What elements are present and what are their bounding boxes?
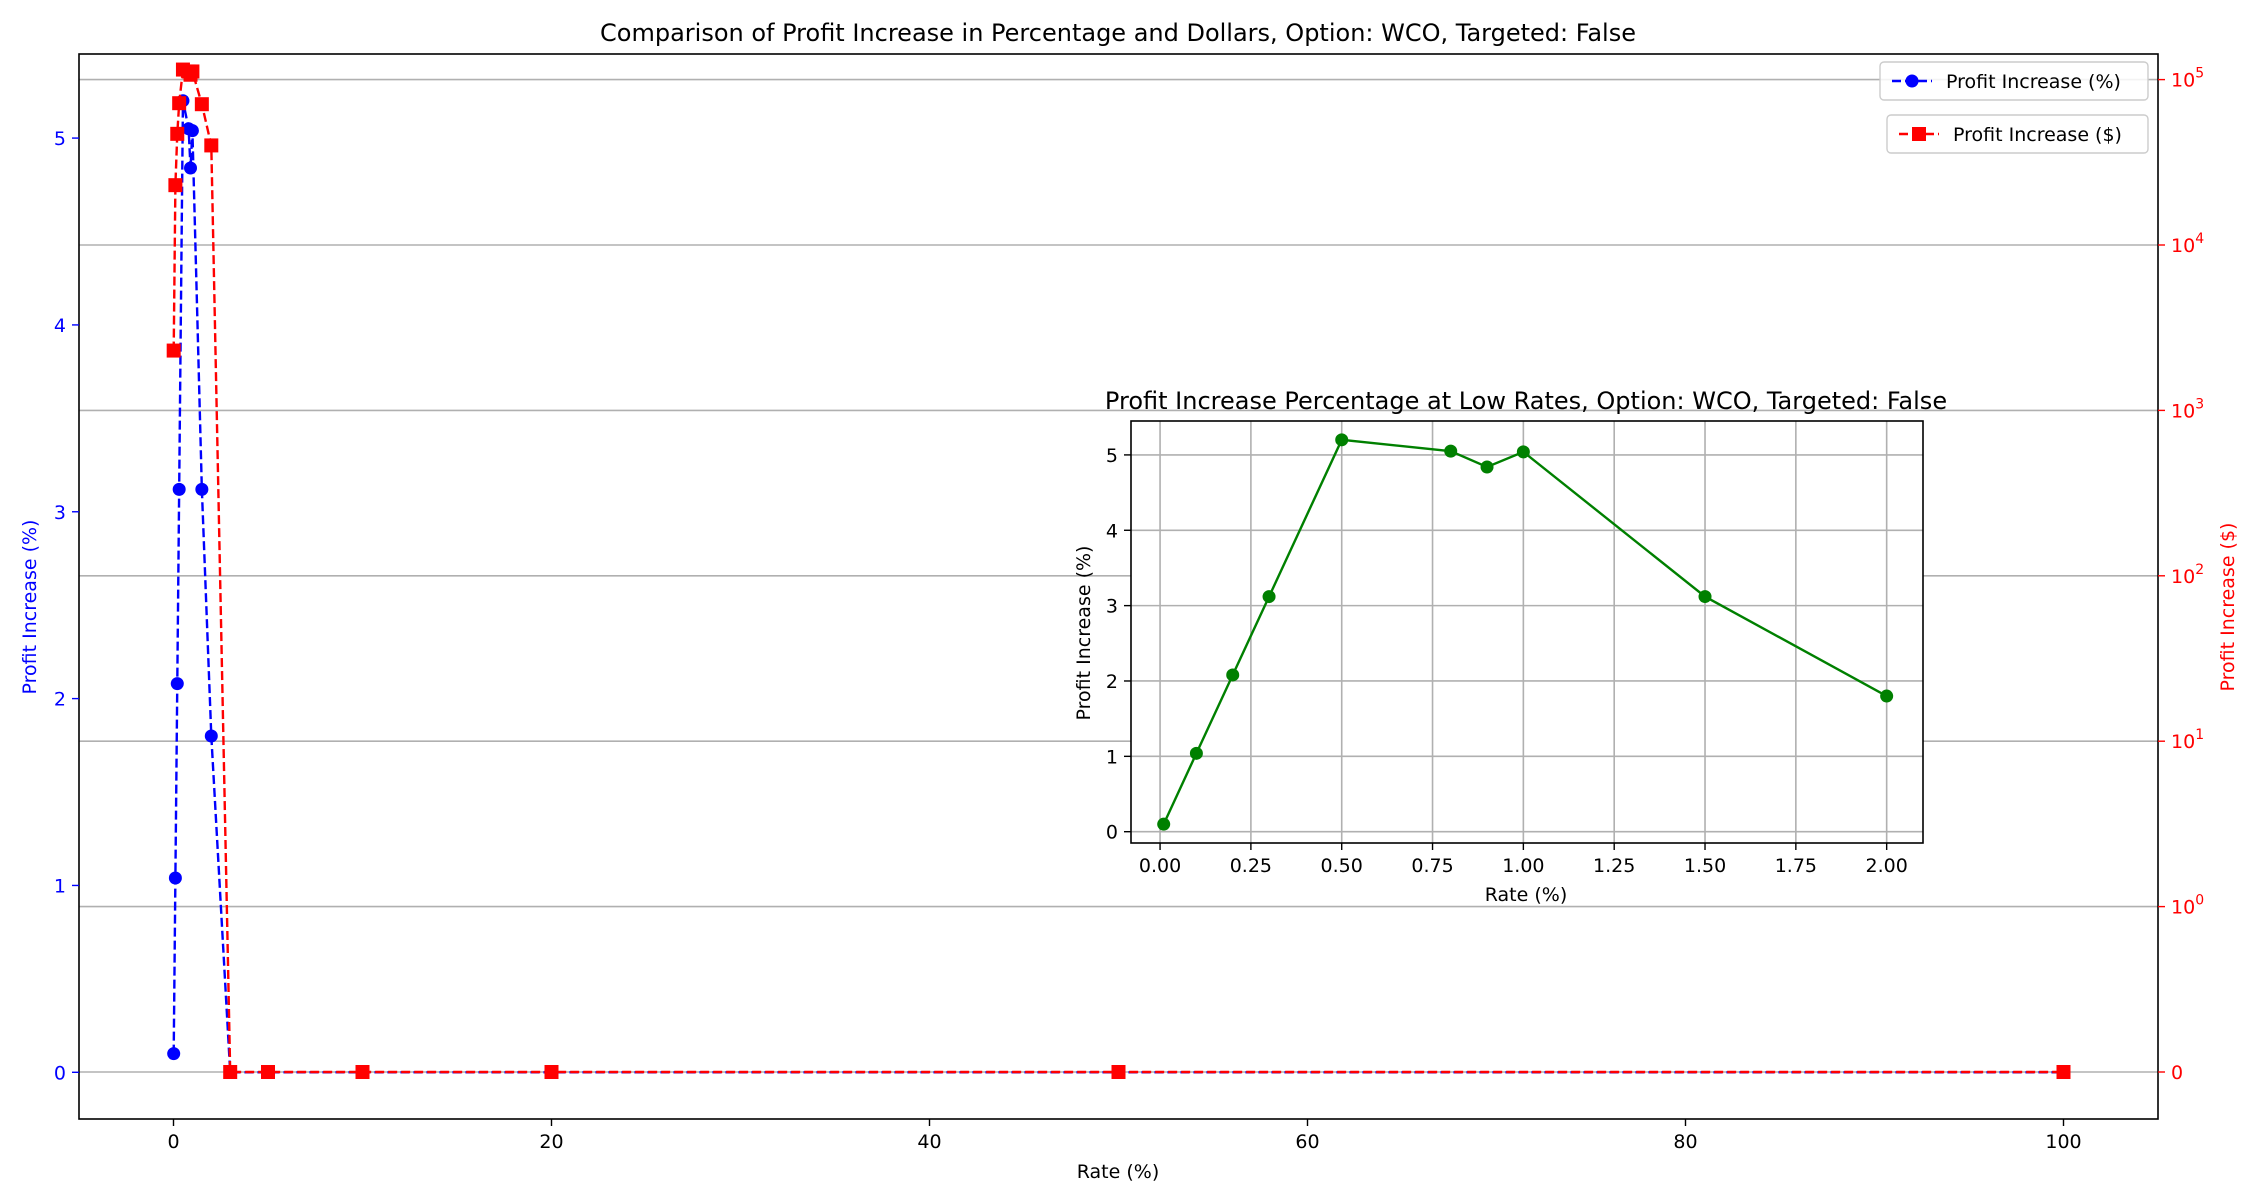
inset-data-point — [1335, 433, 1349, 447]
inset-y-tick-label: 1 — [1106, 746, 1118, 768]
inset-x-tick-label: 1.25 — [1593, 855, 1635, 877]
x-tick-label: 60 — [1295, 1131, 1319, 1153]
legend-dollars: Profit Increase ($) — [1886, 114, 2149, 154]
inset-x-tick-label: 0.25 — [1230, 855, 1272, 877]
data-point-percent — [167, 1047, 181, 1061]
y-right-tick-label: 105 — [2171, 66, 2204, 92]
data-point-dollars — [204, 138, 219, 153]
data-point-dollars — [544, 1065, 559, 1079]
inset-data-point — [1480, 460, 1494, 474]
data-point-dollars — [355, 1065, 370, 1079]
x-tick-label: 20 — [539, 1131, 563, 1153]
y-left-tick-label: 2 — [54, 689, 66, 711]
inset-x-tick-label: 1.00 — [1502, 855, 1544, 877]
legend-label: Profit Increase ($) — [1953, 124, 2122, 146]
inset-x-tick-label: 2.00 — [1866, 855, 1908, 877]
inset-data-point — [1516, 445, 1530, 459]
data-point-percent — [195, 482, 209, 496]
main-legend: Profit Increase (%) Profit Increase ($) — [1879, 61, 2149, 154]
inset-data-point — [1226, 668, 1240, 682]
inset-frame — [1130, 420, 1924, 844]
inset-series-line — [1162, 438, 1888, 825]
data-point-dollars — [261, 1065, 275, 1079]
data-point-dollars — [172, 96, 187, 111]
data-point-percent — [184, 161, 198, 175]
y-right-tick-label: 0 — [2171, 1062, 2183, 1084]
series-line-dollars — [172, 67, 2064, 1074]
inset-x-tick-label: 1.50 — [1684, 855, 1726, 877]
y-right-tick-label: 101 — [2171, 727, 2204, 753]
inset-y-axis-label: Profit Increase (%) — [1073, 546, 1095, 721]
inset-background — [1131, 421, 1923, 843]
inset-plot-area: 0.00 0.25 0.50 0.75 1.00 1.25 1.50 1.75 2.00 0 1 2 3… — [1106, 420, 1924, 877]
legend-frame — [1886, 114, 2149, 154]
x-tick-label: 0 — [167, 1131, 179, 1153]
data-point-dollars — [223, 1065, 238, 1079]
inset-data-point — [1189, 746, 1203, 760]
y-left-tick-label: 0 — [54, 1062, 66, 1084]
y-left-tick-label: 5 — [54, 128, 66, 150]
legend-frame — [1879, 61, 2149, 101]
y-left-tick-label: 3 — [54, 502, 66, 524]
inset-data-point — [1698, 590, 1712, 604]
main-plot-frame — [78, 53, 2159, 1120]
inset-y-tick-label: 0 — [1106, 822, 1118, 844]
inset-data-point — [1444, 444, 1458, 458]
inset-y-tick-label: 2 — [1106, 671, 1118, 693]
main-x-axis-label: Rate (%) — [1077, 1161, 1160, 1183]
main-y-axis-label-left: Profit Increase (%) — [19, 520, 41, 695]
data-point-dollars — [168, 178, 183, 193]
data-point-dollars — [2056, 1065, 2071, 1079]
data-point-dollars — [185, 64, 200, 79]
data-point-dollars — [166, 343, 181, 358]
x-tick-label: 80 — [1673, 1131, 1697, 1153]
main-y-axis-label-right: Profit Increase ($) — [2217, 523, 2239, 692]
y-left-tick-label: 1 — [54, 875, 66, 897]
inset-chart: Profit Increase Percentage at Low Rates,… — [1073, 387, 1947, 906]
inset-x-tick-label: 0.00 — [1139, 855, 1181, 877]
x-tick-label: 100 — [2045, 1131, 2081, 1153]
inset-x-tick-label: 0.75 — [1411, 855, 1453, 877]
inset-data-point — [1880, 689, 1894, 703]
y-left-tick-label: 4 — [54, 315, 66, 337]
y-right-tick-label: 100 — [2171, 893, 2204, 919]
main-plot-series — [166, 62, 2071, 1079]
data-point-dollars — [1111, 1065, 1126, 1079]
x-tick-label: 40 — [917, 1131, 941, 1153]
inset-x-axis-label: Rate (%) — [1485, 884, 1568, 906]
inset-chart-title: Profit Increase Percentage at Low Rates,… — [1105, 387, 1947, 415]
inset-y-tick-label: 3 — [1106, 596, 1118, 618]
main-grid — [79, 78, 2158, 1073]
data-point-dollars — [170, 126, 185, 141]
inset-x-tick-label: 1.75 — [1775, 855, 1817, 877]
legend-marker-circle — [1905, 74, 1919, 88]
legend-marker-square — [1912, 127, 1926, 141]
data-point-percent — [170, 677, 184, 691]
data-point-percent — [172, 482, 186, 496]
y-right-tick-label: 102 — [2171, 562, 2204, 588]
inset-data-point — [1157, 817, 1171, 831]
main-chart-title: Comparison of Profit Increase in Percent… — [600, 19, 1636, 47]
y-right-tick-label: 103 — [2171, 396, 2204, 422]
data-point-percent — [168, 871, 182, 885]
data-point-dollars — [194, 97, 209, 112]
inset-y-tick-label: 5 — [1106, 445, 1118, 467]
data-point-percent — [185, 124, 199, 138]
legend-label: Profit Increase (%) — [1946, 71, 2121, 93]
legend-percent: Profit Increase (%) — [1879, 61, 2149, 101]
inset-data-point — [1262, 590, 1276, 604]
data-point-percent — [204, 729, 218, 743]
y-right-tick-label: 104 — [2171, 231, 2204, 257]
inset-y-tick-label: 4 — [1106, 520, 1118, 542]
inset-x-tick-label: 0.50 — [1321, 855, 1363, 877]
